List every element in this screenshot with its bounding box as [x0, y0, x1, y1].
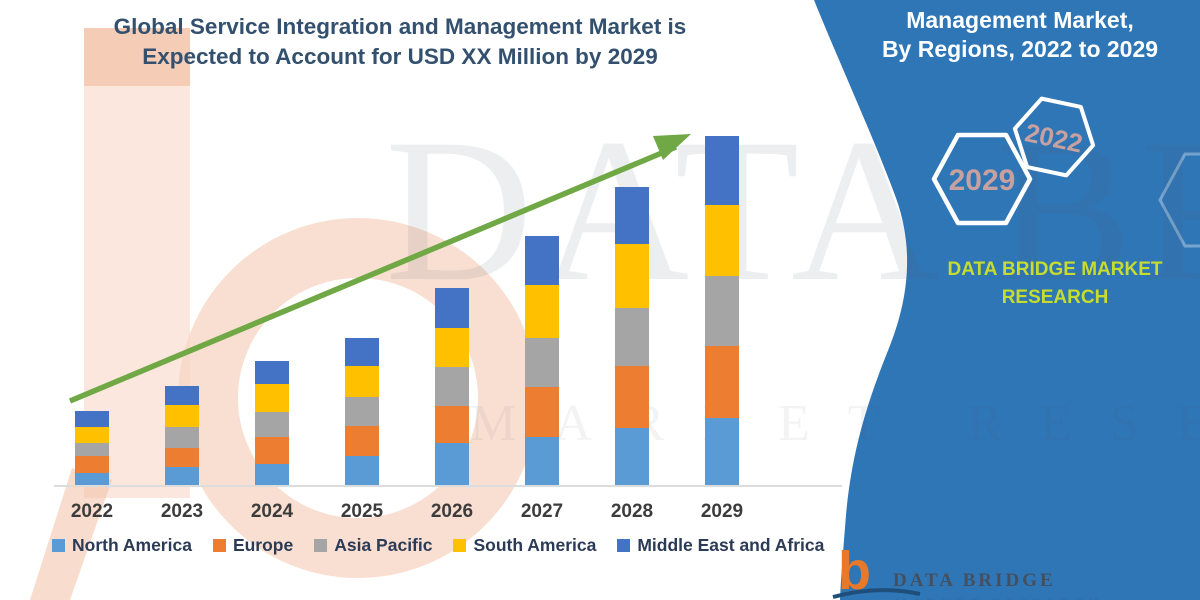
bar-segment-middle-east-and-africa-2023: [165, 386, 199, 405]
bar-segment-asia-pacific-2027: [525, 338, 559, 387]
x-axis-label-2024: 2024: [250, 501, 294, 522]
bar-segment-middle-east-and-africa-2028: [615, 187, 649, 244]
x-axis-label-2027: 2027: [520, 501, 564, 522]
bar-segment-north-america-2027: [525, 437, 559, 486]
chart-legend: North America Europe Asia Pacific South Ame…: [52, 535, 824, 556]
bar-segment-south-america-2029: [705, 205, 739, 276]
legend-label-south-america: South America: [473, 535, 597, 555]
x-axis-label-2029: 2029: [700, 501, 744, 522]
chart-title-line2: Expected to Account for USD XX Million b…: [142, 44, 658, 69]
bar-segment-europe-2027: [525, 387, 559, 437]
bar-segment-europe-2029: [705, 346, 739, 418]
x-axis-label-2022: 2022: [70, 501, 114, 522]
bar-segment-north-america-2023: [165, 467, 199, 486]
bar-segment-north-america-2022: [75, 473, 109, 486]
bar-segment-middle-east-and-africa-2024: [255, 361, 289, 384]
footer-logo-b-icon: b: [838, 541, 871, 600]
watermark-tagline-text: MARKET RESEARCH: [470, 395, 1200, 452]
hexagon-decor-edge: [1158, 152, 1200, 248]
bar-segment-europe-2026: [435, 406, 469, 443]
bar-segment-asia-pacific-2024: [255, 412, 289, 437]
bar-segment-asia-pacific-2025: [345, 397, 379, 426]
footer-logo-text: DATA BRIDGE: [893, 570, 1056, 591]
bar-segment-south-america-2026: [435, 328, 469, 367]
legend-item-middle-east-and-africa: Middle East and Africa: [617, 535, 824, 556]
bar-segment-europe-2028: [615, 366, 649, 428]
brand-name-line2: RESEARCH: [1001, 287, 1109, 308]
hexagon-2022: [1012, 96, 1096, 178]
legend-label-europe: Europe: [232, 535, 294, 555]
bar-segment-north-america-2029: [705, 418, 739, 486]
bar-segment-asia-pacific-2026: [435, 367, 469, 406]
bar-segment-north-america-2024: [255, 464, 289, 486]
sidebar-heading-line2: By Regions, 2022 to 2029: [881, 36, 1159, 62]
chart-title: Global Service Integration and Managemen…: [0, 12, 800, 72]
bar-segment-south-america-2025: [345, 366, 379, 397]
legend-swatch-asia-pacific: [314, 539, 328, 552]
bar-segment-south-america-2027: [525, 285, 559, 338]
bar-segment-middle-east-and-africa-2022: [75, 411, 109, 427]
bar-segment-asia-pacific-2028: [615, 308, 649, 366]
x-axis-label-2023: 2023: [160, 501, 204, 522]
bar-segment-europe-2022: [75, 456, 109, 473]
legend-item-europe: Europe: [212, 535, 294, 556]
watermark-b-top: [84, 28, 190, 86]
chart-title-line1: Global Service Integration and Managemen…: [113, 14, 687, 39]
bar-segment-north-america-2028: [615, 428, 649, 486]
hexagon-2029-label: 2029: [949, 164, 1016, 197]
bar-segment-asia-pacific-2029: [705, 276, 739, 346]
legend-swatch-middle-east-and-africa: [617, 539, 631, 552]
trend-arrow-head: [653, 134, 691, 160]
bar-segment-south-america-2022: [75, 427, 109, 443]
x-axis-label-2028: 2028: [610, 501, 654, 522]
x-axis-label-2025: 2025: [340, 501, 384, 522]
watermark-b-tail: [30, 468, 112, 600]
sidebar-panel-shape: [814, 0, 1200, 600]
sidebar-heading: Management Market, By Regions, 2022 to 2…: [860, 6, 1180, 64]
bar-segment-asia-pacific-2023: [165, 427, 199, 448]
bar-segment-middle-east-and-africa-2029: [705, 136, 739, 205]
watermark-b-bowl: [178, 218, 538, 578]
bar-segment-south-america-2028: [615, 244, 649, 308]
footer-logo-subtext: MARKET RESEARCH: [895, 595, 1104, 600]
sidebar-heading-line1: Management Market,: [906, 7, 1134, 33]
legend-label-north-america: North America: [72, 535, 192, 555]
legend-label-asia-pacific: Asia Pacific: [334, 535, 433, 555]
bar-segment-europe-2025: [345, 426, 379, 456]
swoosh-path: [832, 588, 921, 599]
brand-name-line1: DATA BRIDGE MARKET: [947, 259, 1163, 280]
bar-segment-europe-2024: [255, 437, 289, 464]
brand-name: DATA BRIDGE MARKET RESEARCH: [930, 256, 1180, 312]
bar-segment-middle-east-and-africa-2026: [435, 288, 469, 328]
bar-segment-europe-2023: [165, 448, 199, 467]
legend-swatch-south-america: [453, 539, 467, 552]
bar-segment-south-america-2023: [165, 405, 199, 427]
bar-segment-south-america-2024: [255, 384, 289, 412]
bar-segment-middle-east-and-africa-2025: [345, 338, 379, 366]
legend-item-south-america: South America: [453, 535, 596, 556]
bar-segment-asia-pacific-2022: [75, 443, 109, 456]
x-axis-line: [54, 485, 842, 487]
bar-segment-middle-east-and-africa-2027: [525, 236, 559, 285]
legend-swatch-europe: [212, 539, 226, 552]
legend-label-middle-east-and-africa: Middle East and Africa: [637, 535, 825, 555]
x-axis-label-2026: 2026: [430, 501, 474, 522]
trend-arrow-shaft: [68, 144, 678, 404]
legend-swatch-north-america: [52, 539, 65, 552]
bar-segment-north-america-2025: [345, 456, 379, 486]
bar-segment-north-america-2026: [435, 443, 469, 486]
legend-item-north-america: North America: [52, 535, 192, 556]
legend-item-asia-pacific: Asia Pacific: [314, 535, 432, 556]
hexagon-2029: [931, 132, 1033, 226]
